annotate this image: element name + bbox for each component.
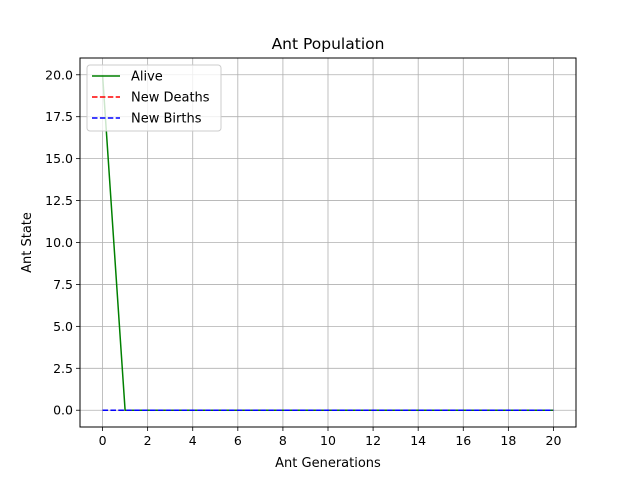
y-tick-label: 5.0	[53, 319, 73, 334]
x-tick-label: 4	[189, 433, 197, 448]
y-tick-label: 2.5	[53, 361, 73, 376]
chart-title: Ant Population	[272, 35, 385, 53]
x-tick-label: 12	[365, 433, 381, 448]
legend-label-alive: Alive	[131, 70, 163, 85]
x-tick-label: 18	[500, 433, 516, 448]
x-axis-label: Ant Generations	[275, 456, 381, 471]
x-tick-label: 6	[234, 433, 242, 448]
y-axis-label: Ant State	[20, 212, 35, 273]
legend-box	[86, 64, 222, 132]
y-tick-label: 10.0	[45, 235, 73, 250]
x-tick-label: 20	[546, 433, 562, 448]
x-tick-label: 14	[410, 433, 426, 448]
y-tick-label: 17.5	[45, 109, 73, 124]
legend-label-new-births: New Births	[131, 112, 202, 127]
x-axis-ticks: 0 2 4 6 8 10 12 14 16 18 20	[99, 427, 562, 448]
x-tick-label: 2	[144, 433, 152, 448]
x-tick-label: 8	[279, 433, 287, 448]
x-tick-label: 0	[99, 433, 107, 448]
y-axis-ticks: 0.0 2.5 5.0 7.5 10.0 12.5 15.0 17.5 20.0	[45, 67, 80, 418]
y-tick-label: 0.0	[53, 403, 73, 418]
y-tick-label: 20.0	[45, 67, 73, 82]
y-tick-label: 12.5	[45, 193, 73, 208]
y-tick-label: 15.0	[45, 151, 73, 166]
x-tick-label: 10	[320, 433, 336, 448]
series-layer	[101, 74, 554, 411]
legend-label-new-deaths: New Deaths	[131, 91, 210, 106]
x-tick-label: 16	[455, 433, 471, 448]
y-tick-label: 7.5	[53, 277, 73, 292]
legend: Alive New Deaths New Births	[86, 64, 222, 132]
